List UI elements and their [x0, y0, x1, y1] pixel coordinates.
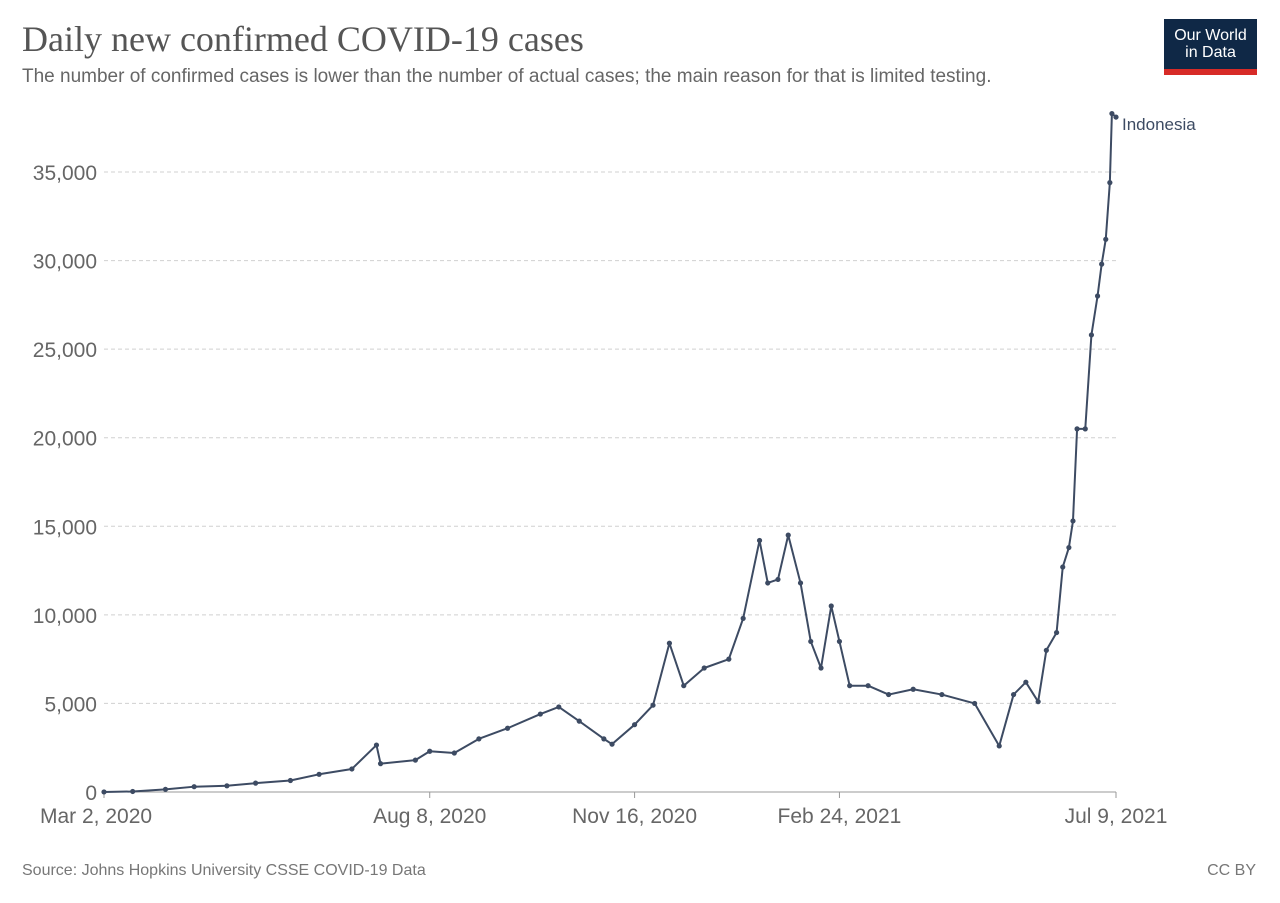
data-point [556, 704, 562, 710]
data-point [765, 580, 771, 586]
data-point [631, 722, 638, 728]
data-point [650, 702, 656, 708]
x-tick-label: Nov 16, 2020 [572, 805, 697, 828]
data-point [504, 725, 511, 731]
data-point [886, 691, 892, 698]
y-tick-label: 15,000 [33, 516, 97, 539]
series-layer: Indonesia [101, 110, 1196, 795]
data-point [1094, 293, 1101, 299]
data-point [349, 766, 355, 772]
our-world-in-data-logo[interactable]: Our World in Data [1164, 19, 1257, 75]
x-tick-label: Mar 2, 2020 [40, 805, 152, 828]
data-point [726, 656, 732, 662]
data-point [836, 638, 843, 645]
license-link[interactable]: CC BY [1207, 862, 1256, 879]
data-point [939, 691, 945, 698]
data-point [847, 683, 853, 689]
data-point [537, 711, 543, 717]
data-point [1109, 110, 1115, 117]
data-point [1074, 426, 1080, 432]
data-point [224, 783, 230, 789]
logo-line-2: in Data [1185, 44, 1236, 61]
axis-layer: 0 5,000 10,000 15,000 20,000 25,000 30,000 35,0… [33, 162, 1168, 828]
data-point [740, 615, 746, 622]
data-point [1023, 679, 1029, 685]
y-tick-label: 0 [85, 782, 97, 805]
y-tick-label: 5,000 [44, 693, 97, 716]
data-point [818, 665, 824, 671]
chart-subtitle: The number of confirmed cases is lower t… [22, 66, 992, 87]
data-point [785, 532, 791, 538]
y-tick-label: 10,000 [33, 605, 97, 628]
data-point [797, 580, 804, 586]
series-label-indonesia: Indonesia [1122, 115, 1196, 134]
data-point [1082, 426, 1088, 432]
data-point [808, 638, 814, 645]
data-point [681, 683, 687, 689]
data-point [1099, 261, 1105, 267]
data-point [1043, 647, 1049, 653]
data-point [1066, 544, 1072, 551]
data-point [253, 780, 259, 786]
data-point [130, 788, 136, 795]
data-point [1103, 236, 1109, 242]
data-point [373, 742, 380, 748]
data-point [666, 640, 673, 646]
data-point [775, 576, 781, 583]
x-tick-label: Feb 24, 2021 [778, 805, 902, 828]
data-point [412, 757, 418, 763]
x-tick-label: Jul 9, 2021 [1065, 805, 1168, 828]
chart-title: Daily new confirmed COVID-19 cases [22, 19, 584, 59]
y-tick-label: 25,000 [33, 339, 97, 362]
data-point [972, 700, 978, 707]
y-tick-label: 35,000 [33, 162, 97, 185]
data-point [191, 784, 197, 790]
data-point [576, 718, 582, 724]
data-point [287, 777, 294, 784]
data-point [476, 736, 482, 742]
data-point [427, 748, 433, 754]
data-point [756, 537, 763, 544]
series-line-indonesia [103, 112, 1117, 793]
data-point [1113, 114, 1119, 120]
data-point [910, 686, 916, 692]
data-point [377, 761, 384, 767]
data-point [1070, 518, 1076, 524]
y-tick-label: 30,000 [33, 251, 97, 274]
data-point [1060, 564, 1066, 570]
y-tick-label: 20,000 [33, 428, 97, 451]
data-point [1035, 699, 1041, 705]
data-point [162, 786, 169, 792]
data-point [316, 771, 322, 777]
data-point [996, 743, 1002, 749]
data-point [828, 603, 834, 609]
data-point [1107, 180, 1113, 186]
data-point [601, 736, 607, 742]
grid-layer [104, 171, 1116, 704]
source-note[interactable]: Source: Johns Hopkins University CSSE CO… [22, 862, 426, 879]
x-tick-label: Aug 8, 2020 [373, 805, 486, 828]
data-point [1010, 691, 1017, 698]
data-point [101, 789, 107, 795]
data-point [701, 665, 707, 671]
data-point [865, 683, 871, 689]
data-point [609, 741, 615, 747]
data-point [451, 750, 457, 756]
data-point [1053, 629, 1060, 636]
data-point [1088, 332, 1095, 338]
logo-line-1: Our World [1174, 27, 1247, 44]
